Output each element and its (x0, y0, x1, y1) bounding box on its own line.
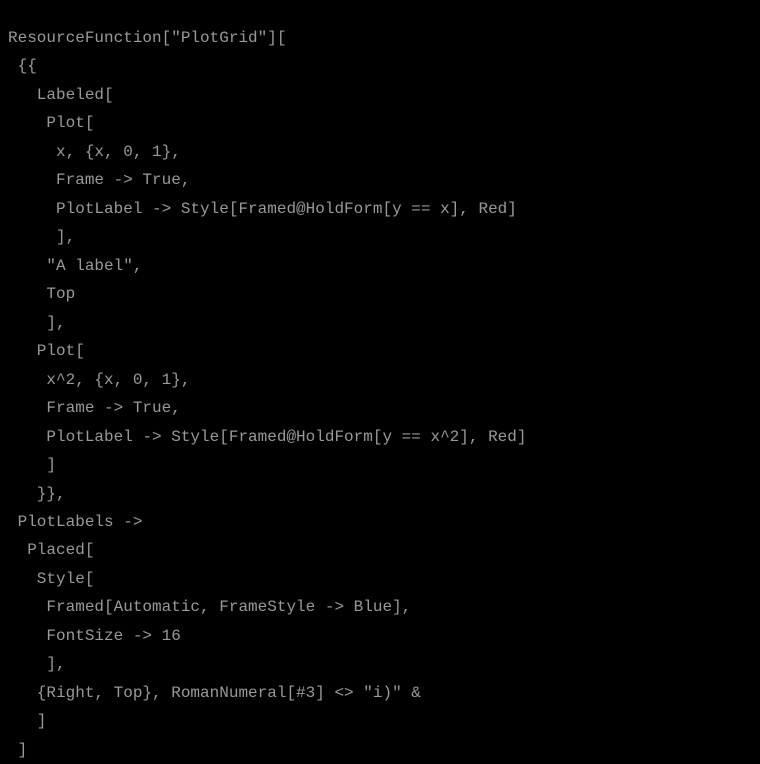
code-line-15: PlotLabel -> Style[Framed@HoldForm[y == … (8, 428, 526, 446)
code-line-8: ], (8, 228, 75, 246)
code-line-10: Top (8, 285, 75, 303)
code-line-18: PlotLabels -> (8, 513, 142, 531)
code-line-7: PlotLabel -> Style[Framed@HoldForm[y == … (8, 200, 517, 218)
code-line-26: ] (8, 741, 27, 759)
code-line-24: {Right, Top}, RomanNumeral[#3] <> "i)" & (8, 684, 421, 702)
code-line-5: x, {x, 0, 1}, (8, 143, 181, 161)
code-line-23: ], (8, 655, 66, 673)
code-line-2: {{ (8, 57, 37, 75)
code-line-12: Plot[ (8, 342, 85, 360)
code-line-9: "A label", (8, 257, 142, 275)
code-line-16: ] (8, 456, 56, 474)
code-line-13: x^2, {x, 0, 1}, (8, 371, 190, 389)
code-block: ResourceFunction["PlotGrid"][ {{ Labeled… (8, 24, 752, 764)
code-line-22: FontSize -> 16 (8, 627, 181, 645)
code-line-3: Labeled[ (8, 86, 114, 104)
code-line-17: }}, (8, 485, 66, 503)
code-line-20: Style[ (8, 570, 94, 588)
code-line-19: Placed[ (8, 541, 94, 559)
code-line-11: ], (8, 314, 66, 332)
code-line-4: Plot[ (8, 114, 94, 132)
code-line-1: ResourceFunction["PlotGrid"][ (8, 29, 286, 47)
code-line-14: Frame -> True, (8, 399, 181, 417)
code-line-6: Frame -> True, (8, 171, 190, 189)
code-line-21: Framed[Automatic, FrameStyle -> Blue], (8, 598, 411, 616)
code-line-25: ] (8, 712, 46, 730)
